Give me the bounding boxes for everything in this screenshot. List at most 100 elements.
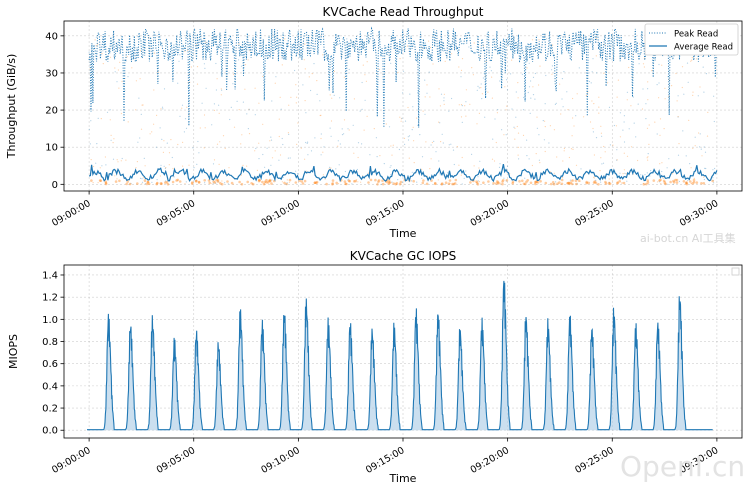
scatter-point-low <box>476 183 480 186</box>
scatter-point-low <box>567 181 570 185</box>
scatter-point <box>520 57 522 59</box>
scatter-point <box>568 156 571 159</box>
scatter-point <box>442 183 445 185</box>
scatter-point <box>196 83 199 85</box>
scatter-point <box>429 96 431 98</box>
scatter-point <box>634 50 636 52</box>
scatter-point <box>487 91 489 93</box>
scatter-point <box>519 56 521 58</box>
scatter-point <box>452 42 454 44</box>
scatter-point <box>661 64 663 66</box>
scatter-point <box>496 112 498 114</box>
scatter-point <box>473 42 475 44</box>
scatter-point-low <box>347 179 351 183</box>
scatter-point <box>409 93 411 95</box>
scatter-point-low <box>549 182 553 186</box>
scatter-point-low <box>604 180 607 184</box>
scatter-point <box>346 38 348 40</box>
scatter-point <box>461 58 464 60</box>
scatter-point <box>369 154 371 156</box>
scatter-point <box>450 143 452 145</box>
scatter-point <box>117 161 119 163</box>
scatter-point <box>90 120 92 122</box>
scatter-point <box>196 66 199 68</box>
scatter-point <box>529 112 531 114</box>
scatter-point <box>587 92 589 94</box>
scatter-point-low <box>381 182 385 186</box>
watermark-bottom: OpenI.cn <box>620 450 746 483</box>
scatter-point <box>204 182 206 184</box>
scatter-point-low <box>126 180 129 183</box>
scatter-point <box>561 78 564 80</box>
scatter-point <box>271 100 273 102</box>
scatter-point <box>697 95 699 97</box>
scatter-point <box>402 70 405 72</box>
scatter-point-low <box>440 182 444 185</box>
scatter-point-low <box>558 181 561 184</box>
scatter-point-low <box>618 180 621 183</box>
scatter-point <box>554 103 557 105</box>
scatter-point <box>319 100 321 102</box>
scatter-point <box>205 87 207 89</box>
scatter-point <box>365 80 367 82</box>
scatter-point <box>135 80 137 82</box>
scatter-point <box>480 87 482 89</box>
scatter-point <box>690 167 692 169</box>
scatter-point <box>337 145 339 147</box>
scatter-point <box>407 139 410 141</box>
scatter-point <box>619 112 622 114</box>
scatter-point <box>626 155 629 157</box>
scatter-point <box>576 182 578 185</box>
scatter-point <box>664 98 666 100</box>
scatter-point-low <box>518 180 521 183</box>
scatter-point <box>511 59 513 61</box>
scatter-point <box>282 176 284 178</box>
scatter-point <box>528 158 530 160</box>
scatter-point <box>677 154 680 156</box>
scatter-point <box>428 40 430 42</box>
scatter-point <box>683 93 685 95</box>
scatter-point <box>588 80 591 83</box>
scatter-point <box>408 41 410 43</box>
scatter-point <box>160 164 162 166</box>
scatter-point <box>399 58 401 60</box>
scatter-point <box>575 115 577 117</box>
scatter-point <box>677 116 679 118</box>
scatter-point-low <box>313 181 317 184</box>
scatter-point-low <box>700 182 703 185</box>
scatter-point <box>542 120 544 122</box>
scatter-point <box>534 98 536 100</box>
scatter-point <box>398 148 400 151</box>
scatter-point <box>692 94 694 96</box>
scatter-point-low <box>664 182 667 186</box>
scatter-point-low <box>652 179 656 182</box>
scatter-point <box>279 96 281 98</box>
y-tick-label: 1.2 <box>42 293 58 304</box>
scatter-point <box>104 156 106 158</box>
scatter-point <box>583 116 585 118</box>
scatter-point <box>203 63 205 65</box>
scatter-point <box>460 76 462 78</box>
scatter-point <box>426 84 428 86</box>
scatter-point <box>288 133 290 135</box>
scatter-point <box>562 177 564 179</box>
scatter-point <box>472 74 474 76</box>
scatter-point <box>215 62 217 65</box>
x-tick-label: 09:25:00 <box>573 445 615 476</box>
scatter-point <box>163 140 165 142</box>
scatter-point <box>465 115 467 117</box>
scatter-point <box>270 136 272 138</box>
scatter-point <box>538 39 540 41</box>
scatter-point-low <box>585 180 588 184</box>
scatter-point <box>687 81 689 83</box>
scatter-point-low <box>501 180 504 183</box>
scatter-point-low <box>268 178 272 182</box>
scatter-point <box>162 151 164 153</box>
scatter-point <box>247 128 249 130</box>
scatter-point <box>449 182 451 184</box>
scatter-point <box>247 59 249 61</box>
scatter-point-low <box>534 180 538 184</box>
scatter-point-low <box>392 182 396 185</box>
scatter-point <box>213 103 215 105</box>
scatter-point <box>675 72 677 75</box>
